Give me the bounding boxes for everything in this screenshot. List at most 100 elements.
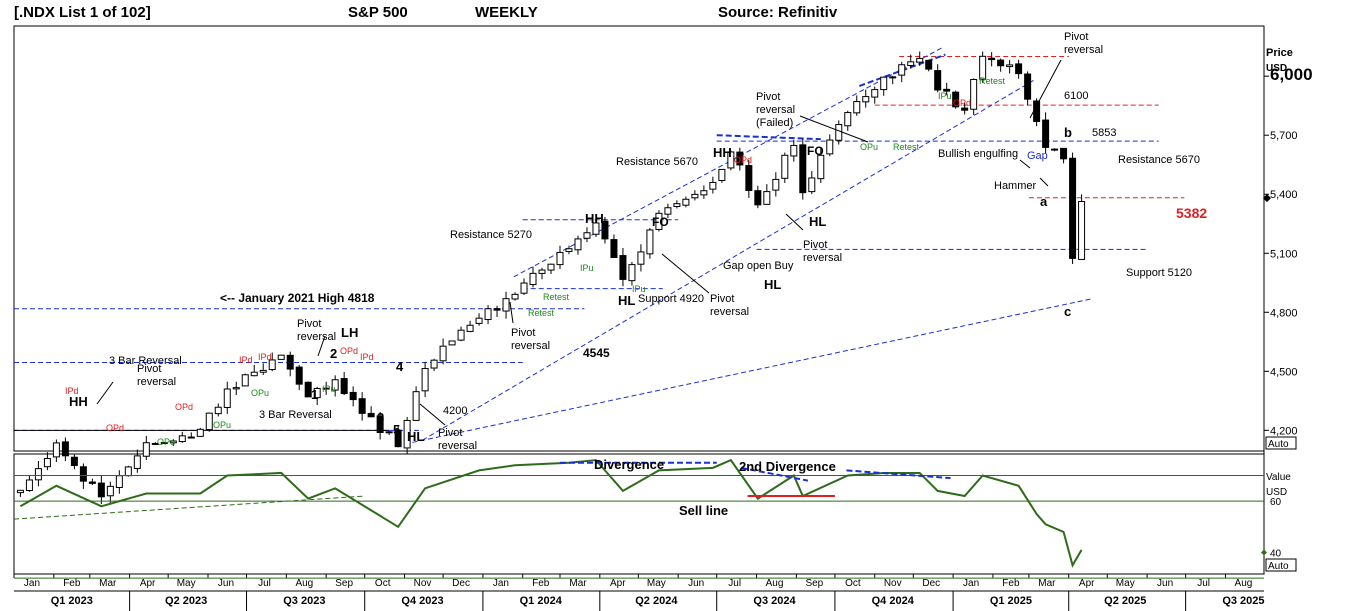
annotation-layer: Pivot reversal 6100 5853 b Resistance 567… [65, 31, 1207, 518]
annotation-arrows [96, 59, 1062, 426]
candle-body [169, 440, 177, 444]
candle-body [583, 232, 591, 239]
candle-body [529, 272, 537, 286]
annot-retest-mid2: Retest [528, 308, 555, 318]
candle-body [160, 442, 168, 445]
quarter-label: Q4 2023 [401, 595, 443, 607]
candle-body [664, 207, 672, 215]
month-label: May [177, 578, 196, 589]
candle-body [214, 406, 222, 415]
annot-ipu-left: IPu [322, 384, 336, 394]
quarter-label: Q3 2024 [753, 595, 796, 607]
indicator-auto-label: Auto [1268, 561, 1289, 572]
annot-hl-right: HL [809, 214, 826, 229]
annot-hh-mid: HH [713, 145, 732, 160]
candle-body [412, 391, 420, 421]
month-label: Sep [335, 578, 353, 589]
annot-jan-2021-high: <-- January 2021 High 4818 [220, 291, 375, 305]
candle-body [718, 168, 726, 182]
month-label: Jul [258, 578, 271, 589]
annot-opu-far: OPu [157, 437, 175, 447]
annot-pivot-reversal-lh: Pivot reversal [297, 318, 336, 343]
annot-pivot-reversal-mid2: Pivot reversal [710, 293, 749, 318]
annot-fo-left: FO [652, 215, 669, 229]
quarter-label: Q1 2024 [520, 595, 563, 607]
candle-body [745, 165, 753, 191]
candle-body [484, 308, 492, 321]
candle-body [880, 76, 888, 91]
candle-body [781, 154, 789, 179]
candle-body [862, 96, 870, 103]
month-label: Jan [963, 578, 979, 589]
candle-body [979, 55, 987, 80]
candle-body [871, 89, 879, 98]
annot-pivot-reversal-mid: Pivot reversal [803, 239, 842, 264]
candle-body [1006, 64, 1014, 68]
candle-body [133, 455, 141, 469]
annot-ipu-top: IPu [938, 91, 952, 101]
levels-layer [14, 46, 1185, 445]
candle-body [1060, 147, 1068, 160]
price-auto-box[interactable] [1265, 436, 1297, 450]
candle-body [97, 482, 105, 498]
month-label: Mar [569, 578, 587, 589]
annot-hh-far: HH [69, 394, 88, 409]
annot-bullish-engulfing: Bullish engulfing [938, 148, 1018, 160]
candle-body [367, 412, 375, 418]
month-label: Nov [884, 578, 902, 589]
candle-body [970, 79, 978, 110]
candle-body [997, 59, 1005, 67]
candle-body [223, 388, 231, 408]
candle-body [547, 263, 555, 271]
candle-body [286, 354, 294, 370]
candle-body [358, 398, 366, 414]
candle-body [403, 419, 411, 449]
price-axis-unit: USD [1266, 63, 1287, 74]
annot-ipu-mid2: IPu [632, 284, 646, 294]
candle-body [187, 436, 195, 439]
candle-body [619, 255, 627, 280]
candle-body [889, 76, 897, 79]
annot-pivot-failed: Pivot reversal (Failed) [756, 91, 795, 129]
candle-body [1042, 119, 1050, 148]
candle-body [241, 374, 249, 387]
candle-body [628, 264, 636, 282]
candle-body [457, 329, 465, 341]
annot-opu-top: OPu [860, 142, 878, 152]
second-divergence-line [740, 466, 809, 482]
candle-body [322, 387, 330, 390]
candle-body [304, 381, 312, 398]
month-label: Aug [1235, 578, 1253, 589]
arrow-pivot-mid [785, 213, 804, 231]
candles-layer [16, 51, 1086, 505]
quarter-label: Q2 2025 [1104, 595, 1146, 607]
candle-body [763, 191, 771, 205]
candle-body [151, 442, 159, 445]
annot-three-bar-bottom: 3 Bar Reversal [259, 409, 332, 421]
candle-body [61, 441, 69, 457]
candle-body [691, 193, 699, 199]
annot-label-c: c [1064, 304, 1071, 319]
annot-level-4545: 4545 [583, 346, 610, 360]
annot-pivot-reversal-left: Pivot reversal [511, 327, 550, 352]
indicator-tick-label: 60 [1270, 497, 1282, 508]
annot-opu-far2: OPu [213, 420, 231, 430]
annot-pivot-reversal-bottom: Pivot reversal [438, 427, 477, 452]
candle-body [1069, 157, 1077, 259]
month-label: Jul [1197, 578, 1210, 589]
candle-body [673, 203, 681, 208]
candle-body [988, 57, 996, 61]
annot-level-5853: 5853 [1092, 127, 1116, 139]
indicator-auto-box[interactable] [1265, 558, 1297, 572]
candle-body [106, 485, 114, 497]
candle-body [1078, 201, 1086, 260]
annot-retest-top2: Retest [893, 142, 920, 152]
candle-body [205, 412, 213, 431]
annot-divergence: Divergence [594, 457, 664, 472]
candle-body [439, 345, 447, 362]
month-label: May [647, 578, 666, 589]
annot-retest-mid: Retest [543, 292, 570, 302]
candle-body [790, 144, 798, 157]
price-tick-label: 6,000 [1270, 65, 1313, 84]
